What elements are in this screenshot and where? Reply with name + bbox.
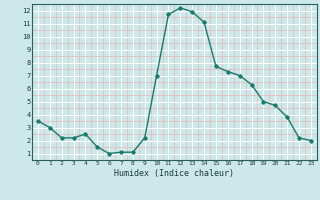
X-axis label: Humidex (Indice chaleur): Humidex (Indice chaleur) [115,169,234,178]
